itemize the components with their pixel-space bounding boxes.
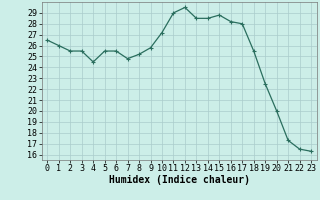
X-axis label: Humidex (Indice chaleur): Humidex (Indice chaleur) [109, 175, 250, 185]
